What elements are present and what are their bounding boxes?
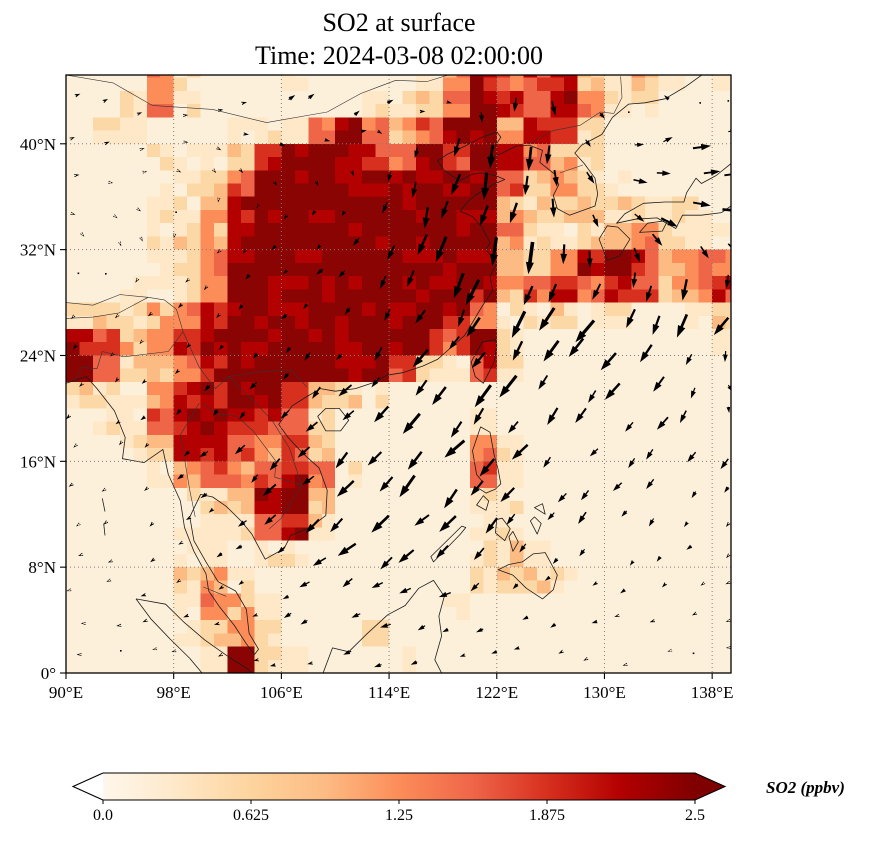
svg-text:1.25: 1.25: [385, 807, 413, 824]
colorbar-over-arrow: [695, 773, 725, 800]
svg-text:0.625: 0.625: [233, 807, 269, 824]
wind-arrows-layer: [66, 93, 731, 668]
figure-title: SO2 at surface: [322, 8, 475, 37]
figure-subtitle: Time: 2024-03-08 02:00:00: [255, 41, 543, 70]
colorbar-outline: [71, 772, 727, 801]
svg-text:0°: 0°: [41, 664, 56, 683]
svg-text:114°E: 114°E: [368, 683, 410, 702]
country-borders-layer: [66, 75, 623, 597]
svg-text:130°E: 130°E: [583, 683, 626, 702]
colorbar-gradient-bar: [103, 773, 695, 800]
svg-text:32°N: 32°N: [20, 241, 56, 260]
colorbar-label: SO2 (ppbv): [766, 778, 845, 797]
x-axis-longitude: 90°E 98°E 106°E 114°E 122°E 130°E 138°E: [49, 673, 734, 702]
colorbar: 0.0 0.625 1.25 1.875 2.5 SO2 (ppbv): [71, 772, 845, 824]
colorbar-ticks: 0.0 0.625 1.25 1.875 2.5: [93, 800, 705, 824]
svg-text:90°E: 90°E: [49, 683, 83, 702]
svg-text:122°E: 122°E: [475, 683, 518, 702]
colorbar-under-arrow: [73, 773, 103, 800]
svg-text:2.5: 2.5: [685, 807, 705, 824]
svg-text:40°N: 40°N: [20, 135, 56, 154]
svg-text:16°N: 16°N: [20, 452, 56, 471]
svg-text:106°E: 106°E: [260, 683, 303, 702]
gridlines-layer: [66, 75, 731, 673]
svg-text:138°E: 138°E: [691, 683, 734, 702]
svg-text:0.0: 0.0: [93, 807, 113, 824]
y-axis-latitude: 0° 8°N 16°N 24°N 32°N 40°N: [20, 135, 66, 683]
svg-text:8°N: 8°N: [28, 558, 56, 577]
svg-text:98°E: 98°E: [157, 683, 191, 702]
map-plot-area: [66, 75, 731, 673]
so2-heatmap-layer: [66, 75, 731, 673]
map-border: [65, 74, 732, 674]
svg-text:1.875: 1.875: [529, 807, 565, 824]
svg-text:24°N: 24°N: [20, 346, 56, 365]
